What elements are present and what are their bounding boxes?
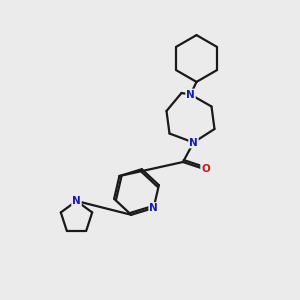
Text: N: N (189, 137, 198, 148)
Text: N: N (72, 196, 81, 206)
Text: N: N (186, 89, 195, 100)
Text: N: N (149, 203, 158, 213)
Text: O: O (201, 164, 210, 175)
